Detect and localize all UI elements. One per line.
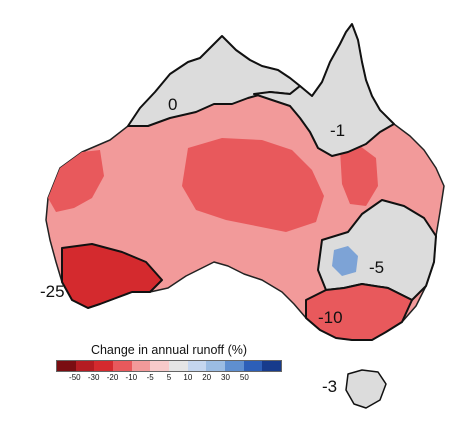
label-north-east-queensland: -1 (330, 121, 346, 140)
label-south-west: -25 (40, 282, 65, 301)
legend-swatch (169, 361, 188, 371)
label-north-top-end: 0 (168, 95, 178, 114)
central-dry-patch (182, 138, 324, 232)
label-south-east: -10 (318, 308, 343, 327)
legend-swatch (150, 361, 170, 371)
label-tasmania: -3 (322, 377, 338, 396)
legend-tick-label: 50 (239, 373, 249, 382)
top-end-region (127, 35, 301, 127)
legend-swatch (262, 361, 282, 371)
legend-swatch (57, 361, 76, 371)
legend-swatch (94, 361, 114, 371)
legend-tick-label: -20 (106, 373, 119, 382)
north-east-patch (340, 146, 378, 206)
legend-swatch (187, 361, 207, 371)
legend-swatch (75, 361, 95, 371)
south-west-region (61, 243, 163, 309)
legend-tick-label: -30 (87, 373, 100, 382)
legend-tick-label: -50 (69, 373, 81, 382)
murray-darling-blue-patch (332, 246, 358, 276)
color-legend: Change in annual runoff (%) -50 -30 -20 -10… (56, 343, 282, 385)
legend-tick-label: -10 (125, 373, 138, 382)
legend-tick-label: 5 (166, 373, 172, 382)
legend-color-bar (56, 360, 282, 372)
tasmania (345, 369, 387, 409)
legend-swatch (131, 361, 151, 371)
legend-ticks: -50 -30 -20 -10 -5 5 10 20 30 50 (56, 373, 282, 385)
legend-title: Change in annual runoff (%) (90, 343, 248, 357)
legend-tick-label: 10 (183, 373, 193, 382)
legend-swatch (243, 361, 263, 371)
legend-tick-label: 20 (202, 373, 212, 382)
label-murray-darling: -5 (369, 258, 385, 277)
west-coast-patch (48, 150, 104, 212)
legend-tick-label: -5 (146, 373, 154, 382)
north-east-region (253, 23, 395, 157)
legend-swatch (206, 361, 226, 371)
south-east-region (305, 283, 413, 341)
legend-swatch (113, 361, 132, 371)
legend-tick-label: 30 (221, 373, 230, 382)
legend-swatch (225, 361, 244, 371)
